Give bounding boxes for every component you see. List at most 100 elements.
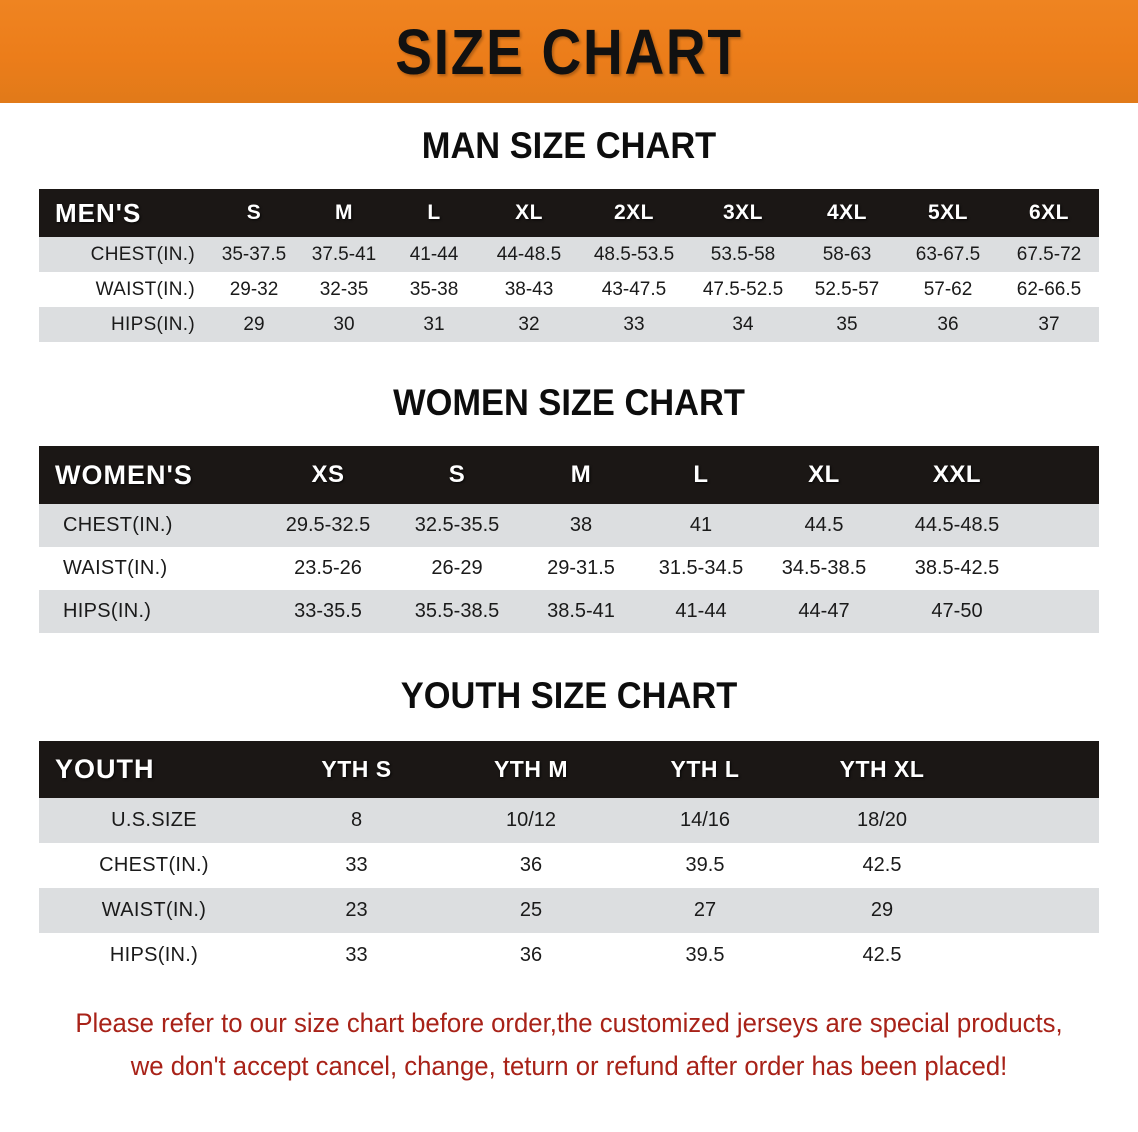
women-header-cell-2: S: [448, 461, 466, 488]
disclaimer-line-1: Please refer to our size chart before or…: [75, 1008, 1063, 1038]
man-chest-l: 41-44: [409, 243, 459, 265]
youth-size-table-wrapper: YOUTH YTH S YTH M YTH L YTH XL U.S.SIZE …: [39, 741, 1099, 978]
women-chest-s: 32.5-35.5: [414, 514, 500, 536]
youth-section-title: YOUTH SIZE CHART: [400, 675, 738, 716]
women-waist-xxl: 38.5-42.5: [914, 557, 1000, 579]
women-section-title: WOMEN SIZE CHART: [393, 382, 745, 423]
man-header-cell-7: 4XL: [826, 201, 867, 224]
youth-ussize-spacer: [972, 798, 1099, 843]
youth-waist-s: 23: [345, 899, 368, 921]
man-chest-m: 37.5-41: [311, 243, 377, 265]
page-title: SIZE CHART: [395, 15, 743, 88]
man-chest-3xl: 53.5-58: [710, 243, 776, 265]
page-banner: SIZE CHART: [0, 0, 1138, 103]
women-header-cell-6: XXL: [932, 461, 982, 488]
youth-waist-l: 27: [693, 899, 717, 921]
youth-header-cell-4: YTH XL: [839, 756, 925, 782]
women-header-cell-5: XL: [808, 461, 840, 488]
man-chest-xl: 44-48.5: [496, 243, 562, 265]
women-waist-xl: 34.5-38.5: [781, 557, 867, 579]
man-hips-3xl: 34: [732, 313, 754, 335]
youth-row-label-waist: WAIST(IN.): [101, 899, 207, 921]
women-chest-xl: 44.5: [804, 514, 844, 536]
youth-chest-xl: 42.5: [862, 854, 902, 876]
women-size-table: WOMEN'S XS S M L XL XXL CHEST(IN.) 29.5-…: [39, 446, 1099, 633]
youth-table-row-hips: HIPS(IN.) 33 36 39.5 42.5: [39, 933, 1099, 978]
women-hips-l: 41-44: [675, 600, 727, 622]
man-hips-5xl: 36: [937, 313, 959, 335]
women-waist-l: 31.5-34.5: [658, 557, 744, 579]
women-row-label-chest: CHEST(IN.): [63, 514, 173, 536]
man-header-cell-0: MEN'S: [55, 197, 142, 228]
man-header-cell-4: XL: [515, 201, 543, 224]
youth-ussize-s: 8: [350, 809, 363, 831]
man-header-cell-9: 6XL: [1028, 201, 1069, 224]
youth-hips-l: 39.5: [685, 944, 725, 966]
disclaimer-line-2: we don't accept cancel, change, teturn o…: [130, 1050, 1008, 1081]
women-header-cell-3: M: [570, 461, 592, 488]
man-row-label-waist: WAIST(IN.): [95, 278, 195, 300]
youth-hips-xl: 42.5: [862, 944, 902, 966]
youth-table-row-chest: CHEST(IN.) 33 36 39.5 42.5: [39, 843, 1099, 888]
youth-chest-spacer: [972, 843, 1099, 888]
women-waist-xs: 23.5-26: [294, 557, 362, 579]
man-waist-4xl: 52.5-57: [814, 278, 880, 300]
women-chest-xxl: 44.5-48.5: [914, 514, 1000, 536]
man-section-title: MAN SIZE CHART: [421, 125, 717, 166]
youth-ussize-xl: 18/20: [856, 809, 908, 831]
man-header-cell-6: 3XL: [722, 201, 763, 224]
women-table-row-waist: WAIST(IN.) 23.5-26 26-29 29-31.5 31.5-34…: [39, 547, 1099, 590]
man-waist-3xl: 47.5-52.5: [702, 278, 784, 300]
youth-waist-m: 25: [519, 899, 543, 921]
women-table-header-row: WOMEN'S XS S M L XL XXL: [39, 446, 1099, 504]
youth-hips-s: 33: [345, 944, 368, 966]
youth-table-row-waist: WAIST(IN.) 23 25 27 29: [39, 888, 1099, 933]
women-hips-m: 38.5-41: [547, 600, 615, 622]
youth-hips-m: 36: [519, 944, 543, 966]
man-hips-xl: 32: [518, 313, 540, 335]
youth-waist-spacer: [972, 888, 1099, 933]
women-chest-l: 41: [689, 514, 713, 536]
women-chest-spacer: [1027, 504, 1099, 547]
youth-chest-s: 33: [345, 854, 368, 876]
man-waist-l: 35-38: [409, 278, 459, 300]
man-waist-2xl: 43-47.5: [601, 278, 667, 300]
man-hips-m: 30: [333, 313, 355, 335]
youth-row-label-hips: HIPS(IN.): [109, 944, 199, 966]
man-row-label-chest: CHEST(IN.): [90, 243, 195, 265]
women-hips-s: 35.5-38.5: [414, 600, 500, 622]
man-table-row-hips: HIPS(IN.) 29 30 31 32 33 34 35 36 37: [39, 307, 1099, 342]
man-header-cell-3: L: [427, 201, 441, 224]
youth-header-cell-3: YTH L: [670, 756, 740, 782]
man-header-cell-5: 2XL: [613, 201, 654, 224]
women-row-label-hips: HIPS(IN.): [63, 600, 152, 622]
man-table-row-chest: CHEST(IN.) 35-37.5 37.5-41 41-44 44-48.5…: [39, 237, 1099, 272]
women-waist-spacer: [1027, 547, 1099, 590]
youth-header-cell-0: YOUTH: [55, 754, 155, 784]
youth-chest-l: 39.5: [685, 854, 725, 876]
man-waist-6xl: 62-66.5: [1016, 278, 1082, 300]
women-waist-s: 26-29: [431, 557, 483, 579]
man-hips-l: 31: [423, 313, 445, 335]
youth-hips-spacer: [972, 933, 1099, 978]
women-chest-xs: 29.5-32.5: [285, 514, 371, 536]
women-header-cell-0: WOMEN'S: [55, 459, 193, 490]
youth-row-label-ussize: U.S.SIZE: [111, 809, 197, 831]
man-waist-5xl: 57-62: [923, 278, 973, 300]
women-header-cell-4: L: [693, 461, 709, 488]
man-waist-m: 32-35: [319, 278, 369, 300]
women-hips-xs: 33-35.5: [294, 600, 362, 622]
man-chest-6xl: 67.5-72: [1016, 243, 1082, 265]
youth-ussize-m: 10/12: [505, 809, 557, 831]
women-header-cell-1: XS: [311, 461, 345, 488]
youth-header-spacer: [972, 741, 1099, 798]
man-waist-xl: 38-43: [504, 278, 554, 300]
man-size-table: MEN'S S M L XL 2XL 3XL 4XL 5XL 6XL CHEST…: [39, 189, 1099, 342]
man-size-table-wrapper: MEN'S S M L XL 2XL 3XL 4XL 5XL 6XL CHEST…: [39, 189, 1099, 342]
man-table-row-waist: WAIST(IN.) 29-32 32-35 35-38 38-43 43-47…: [39, 272, 1099, 307]
man-table-header-row: MEN'S S M L XL 2XL 3XL 4XL 5XL 6XL: [39, 189, 1099, 237]
man-header-cell-8: 5XL: [927, 201, 968, 224]
youth-row-label-chest: CHEST(IN.): [99, 854, 209, 876]
women-table-row-chest: CHEST(IN.) 29.5-32.5 32.5-35.5 38 41 44.…: [39, 504, 1099, 547]
man-row-label-hips: HIPS(IN.): [111, 313, 195, 335]
